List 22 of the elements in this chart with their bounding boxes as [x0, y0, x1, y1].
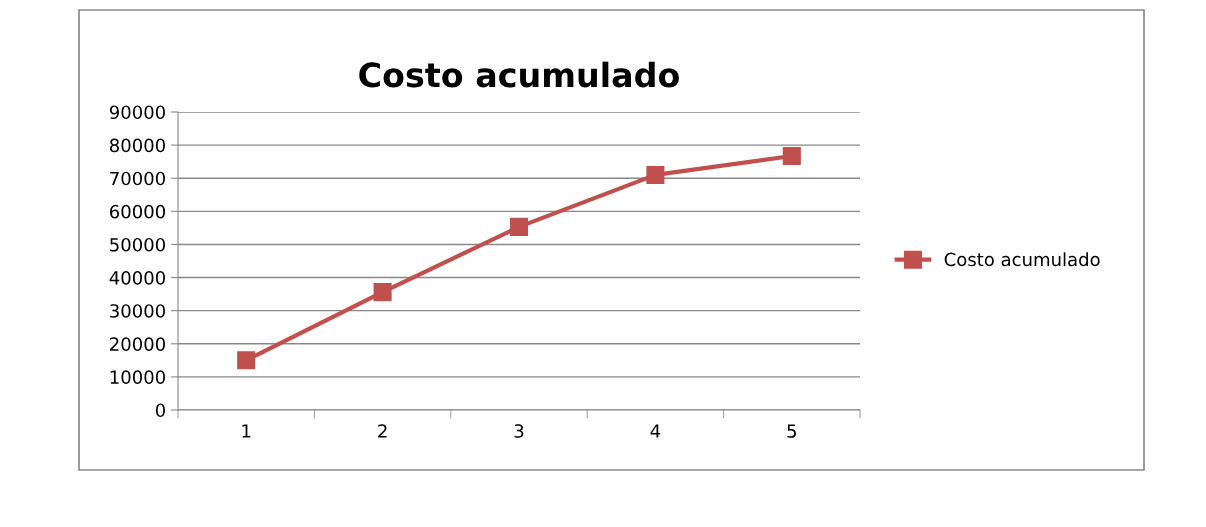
x-tick-label: 5 [787, 424, 796, 438]
x-tick-label: 3 [514, 424, 524, 438]
y-tick-label: 30000 [110, 304, 165, 318]
y-tick-label: 70000 [110, 171, 165, 186]
y-tick-label: 60000 [110, 204, 165, 219]
y-tick-label: 50000 [110, 237, 165, 252]
y-tick-label: 10000 [110, 370, 165, 385]
chart-title: Costo acumulado [359, 61, 679, 88]
legend-label: Costo acumulado [944, 252, 1100, 267]
x-tick-label: 4 [650, 424, 661, 438]
y-tick-label: 0 [155, 403, 165, 418]
point [782, 147, 801, 166]
y-tick-label: 90000 [109, 105, 165, 120]
point [237, 351, 256, 370]
x-tick-label: 1 [242, 424, 251, 438]
y-tick-label: 20000 [110, 337, 165, 351]
point [373, 283, 392, 302]
y-tick-label: 80000 [109, 138, 165, 153]
y-tick-label: 40000 [109, 271, 165, 285]
point [509, 217, 529, 236]
x-tick-label: 2 [378, 424, 387, 438]
point [646, 165, 665, 184]
